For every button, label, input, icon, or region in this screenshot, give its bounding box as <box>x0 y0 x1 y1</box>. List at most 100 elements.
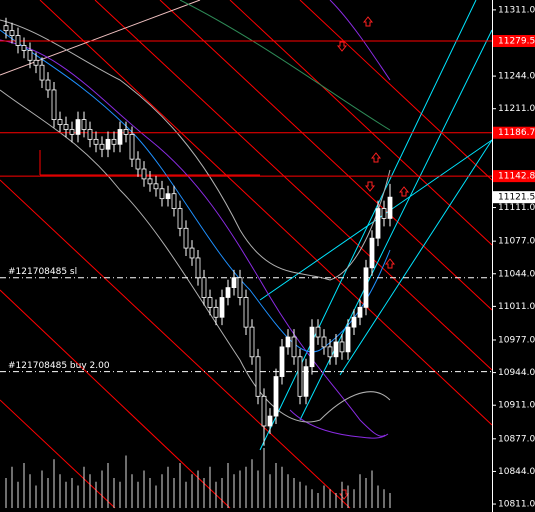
candle-body <box>183 227 189 249</box>
candle-body <box>267 415 273 427</box>
trend-line <box>0 0 201 76</box>
ma-line <box>0 29 391 353</box>
candle-body <box>297 356 303 397</box>
up-arrow <box>384 258 396 269</box>
candle-body <box>21 45 27 51</box>
order-label: #121708485 sl <box>8 267 77 277</box>
candle-body <box>45 79 51 91</box>
order-label: #121708485 buy 2.00 <box>8 361 110 371</box>
candle-body <box>69 129 75 135</box>
channel-line <box>39 0 493 426</box>
ma-line <box>0 39 386 437</box>
price-label-bg <box>493 126 535 139</box>
y-tick-label: 10844.0 <box>498 467 535 477</box>
ma-line <box>179 0 391 131</box>
candle-body <box>309 326 315 368</box>
candle-body <box>63 124 69 130</box>
candle-body <box>363 267 369 308</box>
candle-body <box>279 346 285 377</box>
candle-body <box>213 306 219 318</box>
candle-body <box>153 183 159 190</box>
candle-body <box>369 237 375 269</box>
candle-body <box>195 257 201 279</box>
y-tick-label: 10911.0 <box>498 401 535 411</box>
candle-body <box>345 326 351 353</box>
candle-body <box>357 306 363 318</box>
candle-body <box>99 143 105 150</box>
candle-body <box>3 25 9 32</box>
cyan-line <box>339 139 493 376</box>
candle-body <box>87 129 93 140</box>
down-arrow <box>364 181 376 192</box>
y-tick-label: 10877.0 <box>498 434 535 444</box>
up-arrow <box>370 152 382 163</box>
candle-body <box>51 89 57 120</box>
price-label: 11142.8 <box>498 172 535 182</box>
candle-body <box>261 395 267 427</box>
candle-body <box>273 376 279 417</box>
candle-body <box>57 119 63 125</box>
down-arrow <box>336 41 348 52</box>
price-label: 11279.5 <box>498 37 535 47</box>
candle-body <box>255 356 261 397</box>
candle-body <box>117 129 123 145</box>
candle-body <box>141 168 147 180</box>
y-tick-label: 10944.0 <box>498 368 535 378</box>
y-tick-label: 10811.0 <box>498 500 535 510</box>
candle-body <box>159 188 165 200</box>
candle-body <box>291 336 297 358</box>
candle-body <box>303 366 309 397</box>
candle-body <box>321 336 327 348</box>
candle-body <box>219 297 225 318</box>
candle-body <box>231 277 237 289</box>
candle-body <box>75 119 81 135</box>
candle-body <box>171 193 177 209</box>
candle-body <box>129 134 135 160</box>
channel-line <box>94 0 493 371</box>
candle-body <box>207 297 213 308</box>
candle-body <box>33 59 39 66</box>
y-tick-label: 11311.0 <box>498 5 535 15</box>
candle-body <box>249 326 255 358</box>
y-tick-label: 11211.0 <box>498 104 535 114</box>
channel-line <box>0 289 231 509</box>
candle-body <box>93 138 99 145</box>
channel-line <box>299 0 493 181</box>
candle-body <box>351 316 357 328</box>
candle-body <box>81 119 87 130</box>
arrows <box>336 16 410 500</box>
up-arrow <box>362 16 374 27</box>
price-label-bg <box>493 170 535 183</box>
candle-body <box>285 336 291 348</box>
ma-line <box>329 0 391 81</box>
candle-body <box>315 326 321 338</box>
y-tick-label: 11077.0 <box>498 237 535 247</box>
candle-body <box>177 208 183 229</box>
candle-body <box>225 287 231 298</box>
price-label: 11186.7 <box>498 128 535 138</box>
y-tick-label: 10977.0 <box>498 335 535 345</box>
price-label-bg <box>493 35 535 48</box>
candle-body <box>339 341 345 353</box>
channel-line <box>0 179 351 509</box>
candle-body <box>9 30 15 36</box>
ma-line <box>289 409 389 439</box>
candle-body <box>27 50 33 61</box>
candle-body <box>39 64 45 81</box>
y-tick-label: 11011.0 <box>498 302 535 312</box>
candle-body <box>327 346 333 358</box>
candle-body <box>381 208 387 219</box>
candle-body <box>375 208 381 239</box>
candle-body <box>147 178 153 185</box>
up-arrow <box>398 186 410 197</box>
y-tick-label: 11044.0 <box>498 269 535 279</box>
candle-body <box>135 158 141 170</box>
candle-body <box>237 277 243 298</box>
candle-body <box>387 196 393 219</box>
candle-body <box>243 297 249 328</box>
candle-body <box>15 35 21 46</box>
band-line <box>0 89 391 423</box>
candle-body <box>201 277 207 298</box>
current-price-bg <box>493 191 535 204</box>
